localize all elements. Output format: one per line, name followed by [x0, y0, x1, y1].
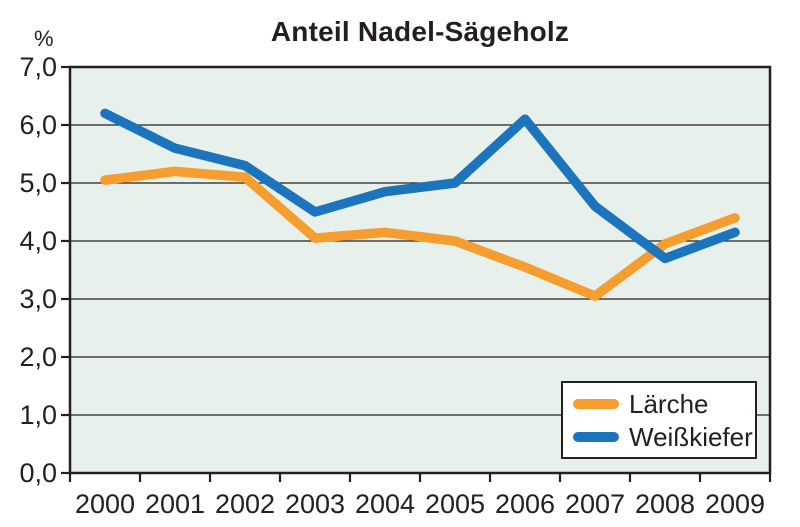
- weisskiefer-line-swatch: [573, 431, 619, 442]
- laerche-line-swatch: [573, 398, 619, 409]
- weisskiefer-legend-label: Weißkiefer: [629, 421, 753, 452]
- x-tick-label: 2009: [705, 489, 765, 519]
- x-tick-label: 2003: [285, 489, 345, 519]
- x-tick-label: 2005: [425, 489, 485, 519]
- legend-item-laerche: Lärche: [573, 391, 755, 417]
- chart-title: Anteil Nadel-Sägeholz: [270, 16, 570, 47]
- x-tick-label: 2008: [635, 489, 695, 519]
- y-axis-unit-label: %: [34, 26, 54, 51]
- y-tick-label: 5,0: [19, 168, 57, 198]
- series-line-weikiefer: [100, 108, 740, 264]
- x-tick-label: 2000: [75, 489, 135, 519]
- y-tick-label: 0,0: [19, 458, 57, 488]
- y-tick-label: 4,0: [19, 226, 57, 256]
- x-tick-label: 2002: [215, 489, 275, 519]
- y-tick-label: 2,0: [19, 342, 57, 372]
- x-tick-label: 2004: [355, 489, 415, 519]
- y-tick-label: 7,0: [19, 52, 57, 82]
- legend-item-weisskiefer: Weißkiefer: [573, 424, 755, 450]
- x-tick-label: 2006: [495, 489, 555, 519]
- y-tick-label: 3,0: [19, 284, 57, 314]
- series-line-lrche: [100, 166, 740, 301]
- x-tick-label: 2007: [565, 489, 625, 519]
- legend: Lärche Weißkiefer: [561, 381, 757, 459]
- x-tick-label: 2001: [145, 489, 205, 519]
- y-tick-label: 1,0: [19, 400, 57, 430]
- y-tick-label: 6,0: [19, 110, 57, 140]
- laerche-legend-label: Lärche: [629, 388, 709, 419]
